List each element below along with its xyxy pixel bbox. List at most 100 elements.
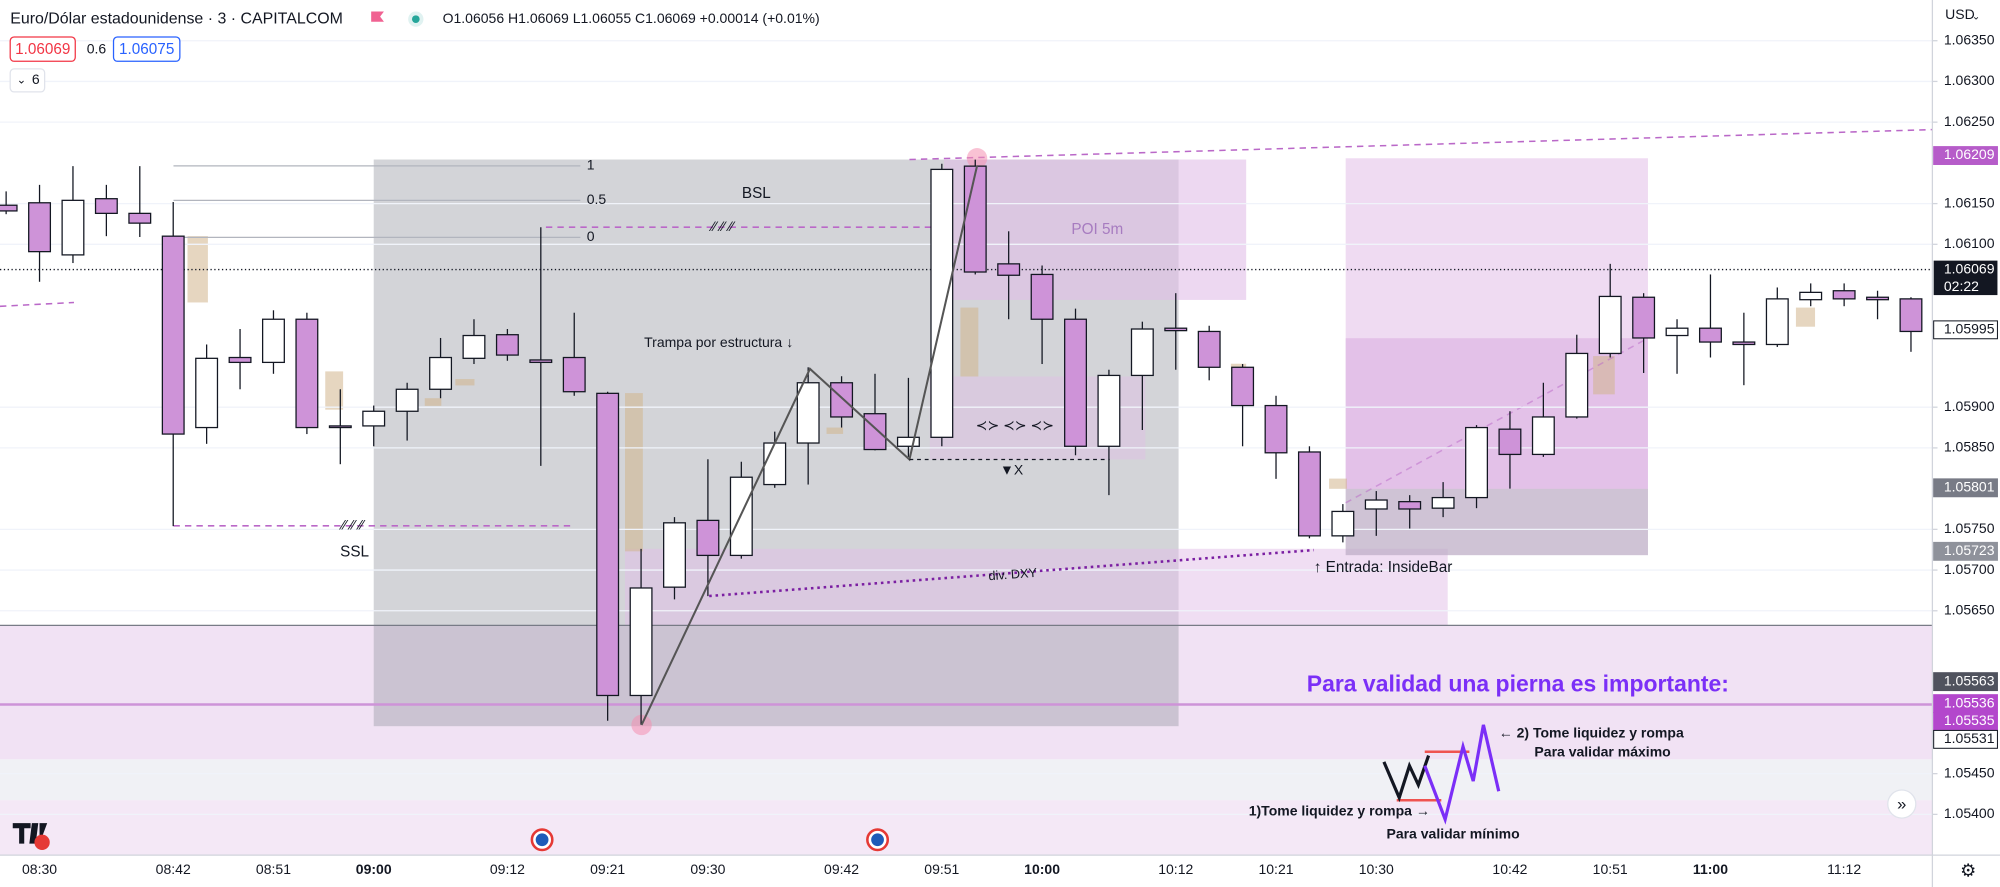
bid-box[interactable] xyxy=(9,36,76,62)
order-block xyxy=(826,427,844,434)
market-status-dot xyxy=(411,15,420,23)
divergence-line xyxy=(709,548,1314,598)
liquidity-lines xyxy=(0,126,2000,527)
y-tick-label: 1.05750 xyxy=(1944,520,1995,536)
candle-body xyxy=(863,413,887,451)
annotation: Para validar mínimo xyxy=(1386,825,1520,841)
order-block xyxy=(1593,356,1615,395)
flag-icon[interactable] xyxy=(371,11,384,22)
event-icon[interactable] xyxy=(530,828,554,852)
pivot-marker xyxy=(966,148,988,169)
price-tag xyxy=(1933,672,1998,692)
annotation: div. DXY xyxy=(988,565,1038,583)
candle-body xyxy=(596,392,620,697)
candle-body xyxy=(1231,366,1255,407)
annotation: Para validar máximo xyxy=(1534,744,1671,760)
price-tag xyxy=(1933,320,1998,340)
candles-layer xyxy=(0,159,1933,725)
scroll-button[interactable]: » xyxy=(1887,789,1917,819)
scroll-button-icon[interactable]: » xyxy=(1897,795,1906,814)
candle-body xyxy=(1297,451,1321,537)
candle-body xyxy=(1866,296,1890,301)
price-tag-label: 1.05995 xyxy=(1944,321,1995,337)
x-tick-label: 10:51 xyxy=(1593,861,1628,877)
bid-price[interactable]: 1.06069 xyxy=(15,41,70,58)
x-tick-label: 09:51 xyxy=(924,861,959,877)
fish-icon: ≺≻ ≺≻ ≺≻ xyxy=(976,417,1054,433)
order-block xyxy=(625,393,643,552)
candle-body xyxy=(1097,374,1121,447)
y-tick-label: 1.05900 xyxy=(1944,398,1995,414)
logo-badge[interactable] xyxy=(34,834,50,850)
candle-body xyxy=(1130,328,1154,377)
x-tick-label: 09:30 xyxy=(690,861,725,877)
indicators-toggle[interactable] xyxy=(9,68,46,93)
candle-body xyxy=(629,587,653,697)
annotation: BSL xyxy=(742,185,771,202)
candle-body xyxy=(195,357,219,429)
liquidity-icon: ⁄⁄ ⁄⁄ ⁄⁄ xyxy=(339,517,366,533)
currency-chevron[interactable]: ⌄ xyxy=(1972,11,1981,22)
candle-body xyxy=(930,168,954,438)
x-tick-label: 10:30 xyxy=(1359,861,1394,877)
candle-body xyxy=(495,334,519,356)
zone xyxy=(0,759,1933,801)
price-tag xyxy=(1933,478,1998,498)
candle-body xyxy=(562,356,586,393)
ask-box[interactable] xyxy=(112,36,181,62)
candle-body xyxy=(1632,296,1656,339)
candle-body xyxy=(696,519,720,557)
event-icon-core[interactable] xyxy=(871,833,884,847)
symbol-title: Euro/Dólar estadounidense · 3 · CAPITALC… xyxy=(10,10,343,27)
y-tick-label: 1.05850 xyxy=(1944,439,1995,455)
x-tick-label: 09:42 xyxy=(824,861,859,877)
logo-mark[interactable] xyxy=(12,823,48,844)
zone xyxy=(0,800,1933,856)
indicators-count[interactable]: 6 xyxy=(32,71,40,87)
order-block xyxy=(1329,478,1347,489)
candle-body xyxy=(1899,298,1923,333)
settings-gear[interactable]: ⚙ xyxy=(1960,860,1976,880)
order-block xyxy=(424,398,442,406)
event-icon[interactable] xyxy=(866,828,890,852)
annotation: SSL xyxy=(340,544,369,561)
price-tag xyxy=(1933,146,1998,165)
x-tick-label: 09:12 xyxy=(490,861,525,877)
candle-body xyxy=(796,382,820,444)
candle-body xyxy=(1698,327,1722,343)
candle-body xyxy=(429,356,453,390)
spread: 0.6 xyxy=(87,40,107,56)
y-tick-label: 1.06300 xyxy=(1944,72,1995,88)
order-block xyxy=(1230,363,1247,369)
ask-price[interactable]: 1.06075 xyxy=(119,41,174,58)
y-tick-label: 1.05400 xyxy=(1944,805,1995,821)
x-tick-label: 08:42 xyxy=(156,861,191,877)
annotation: ↑ Entrada: InsideBar xyxy=(1314,559,1453,576)
zone xyxy=(0,625,1933,760)
candle-body xyxy=(963,165,987,273)
annotation: 1)Tome liquidez y rompa → xyxy=(1249,802,1430,818)
candle-body xyxy=(663,522,686,588)
toggle-chevron[interactable]: ⌄ xyxy=(17,74,27,86)
zigzag xyxy=(640,165,979,726)
annotation: Trampa por estructura ↓ xyxy=(644,334,793,350)
candle-body xyxy=(1431,496,1455,509)
candle-body xyxy=(328,425,352,429)
event-icon-core[interactable] xyxy=(535,833,549,847)
annotation: ▼X xyxy=(1000,462,1024,478)
candle-body xyxy=(1064,318,1087,447)
x-tick-label: 08:30 xyxy=(22,861,57,877)
candle-body xyxy=(1765,298,1789,346)
liquidity-icon: ⁄⁄ ⁄⁄ ⁄⁄ xyxy=(709,218,736,234)
candle-body xyxy=(395,388,419,412)
scroll-button-bg[interactable] xyxy=(1887,789,1917,819)
y-tick-label: 1.05700 xyxy=(1944,561,1995,577)
currency[interactable]: USD xyxy=(1945,6,1975,22)
price-tag-label: 1.06069 xyxy=(1944,260,1995,276)
countdown-bg xyxy=(1933,278,1998,296)
tradingview-logo[interactable] xyxy=(12,823,50,850)
x-tick-label: 09:00 xyxy=(356,861,392,877)
price-tag-label: 1.05723 xyxy=(1944,542,1995,558)
